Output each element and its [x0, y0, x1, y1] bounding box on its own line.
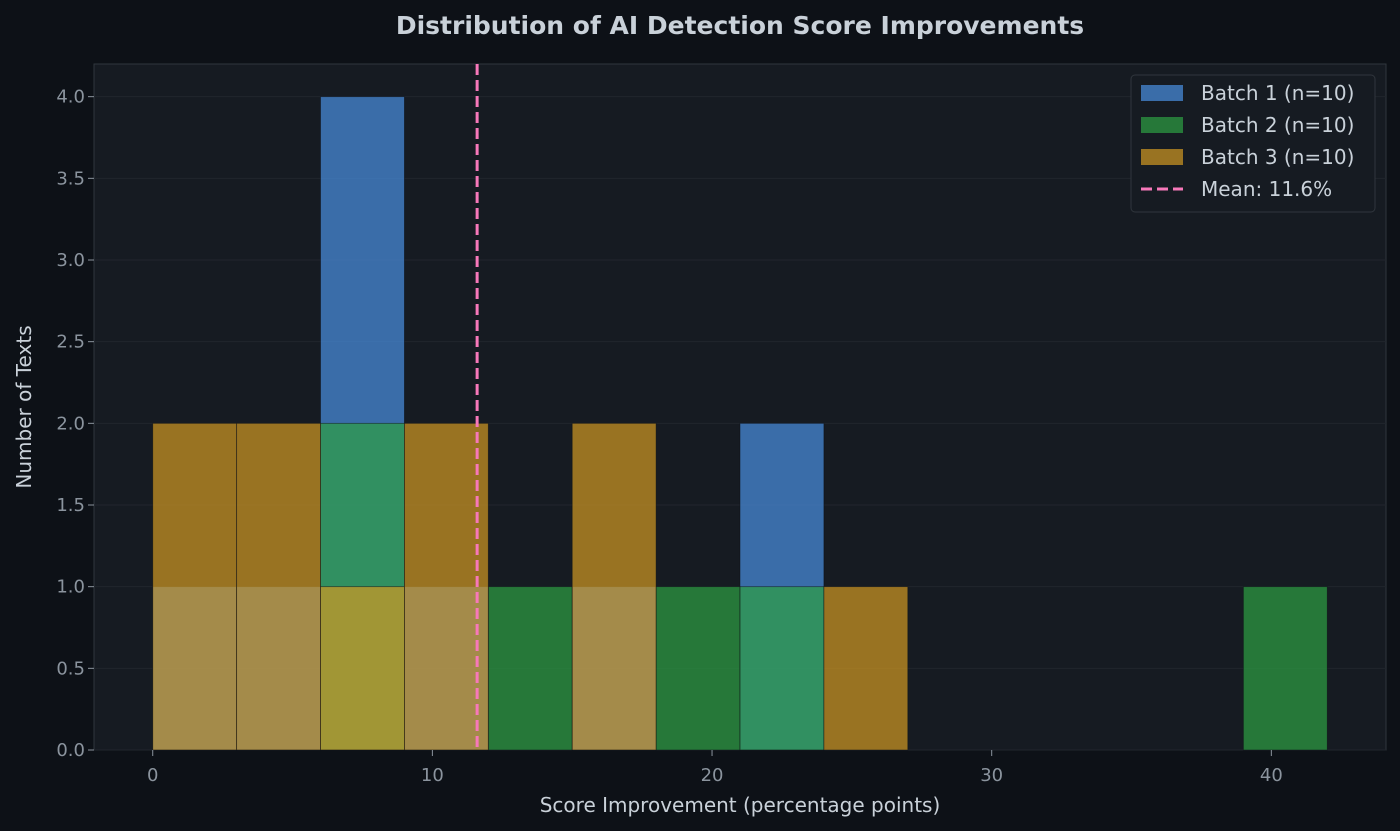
legend-label: Mean: 11.6% [1201, 177, 1332, 201]
x-tick-label: 30 [980, 765, 1003, 786]
histogram-bar [823, 586, 909, 751]
legend: Batch 1 (n=10) Batch 2 (n=10) Batch 3 (n=1… [1130, 74, 1376, 213]
x-tick-label: 20 [701, 765, 724, 786]
legend-swatch [1141, 117, 1183, 133]
y-tick-label: 1.0 [56, 577, 85, 598]
y-axis-label: Number of Texts [12, 325, 36, 488]
y-tick-label: 2.0 [56, 413, 85, 434]
legend-label: Batch 3 (n=10) [1201, 145, 1354, 169]
histogram-bar [404, 422, 489, 751]
legend-label: Batch 2 (n=10) [1201, 113, 1354, 137]
y-tick-label: 0.0 [56, 740, 85, 761]
histogram-bar [571, 422, 657, 751]
x-tick-label: 0 [147, 765, 158, 786]
axis-ticks: 0.0 0.5 1.0 1.5 2.0 2.5 3.0 3.5 4.0 0 10 20 30 40 [56, 87, 1282, 786]
histogram-bar [236, 422, 321, 751]
y-tick-label: 0.5 [56, 658, 85, 679]
x-tick-label: 10 [421, 765, 444, 786]
y-tick-label: 2.5 [56, 332, 85, 353]
y-tick-label: 3.5 [56, 168, 85, 189]
y-tick-label: 3.0 [56, 250, 85, 271]
histogram-bar [320, 586, 405, 751]
histogram-bar [487, 586, 573, 751]
x-tick-label: 40 [1260, 765, 1283, 786]
histogram-bar [655, 586, 741, 751]
y-tick-label: 1.5 [56, 495, 85, 516]
histogram-bar [739, 586, 825, 751]
histogram-bar [1242, 586, 1328, 751]
chart-title: Distribution of AI Detection Score Impro… [396, 11, 1084, 40]
x-axis-label: Score Improvement (percentage points) [540, 793, 941, 817]
y-tick-label: 4.0 [56, 87, 85, 108]
histogram-bars [152, 96, 1328, 751]
legend-swatch [1141, 149, 1183, 165]
histogram-bar [152, 422, 238, 751]
legend-swatch [1141, 85, 1183, 101]
legend-label: Batch 1 (n=10) [1201, 81, 1354, 105]
legend-box [1130, 74, 1376, 213]
